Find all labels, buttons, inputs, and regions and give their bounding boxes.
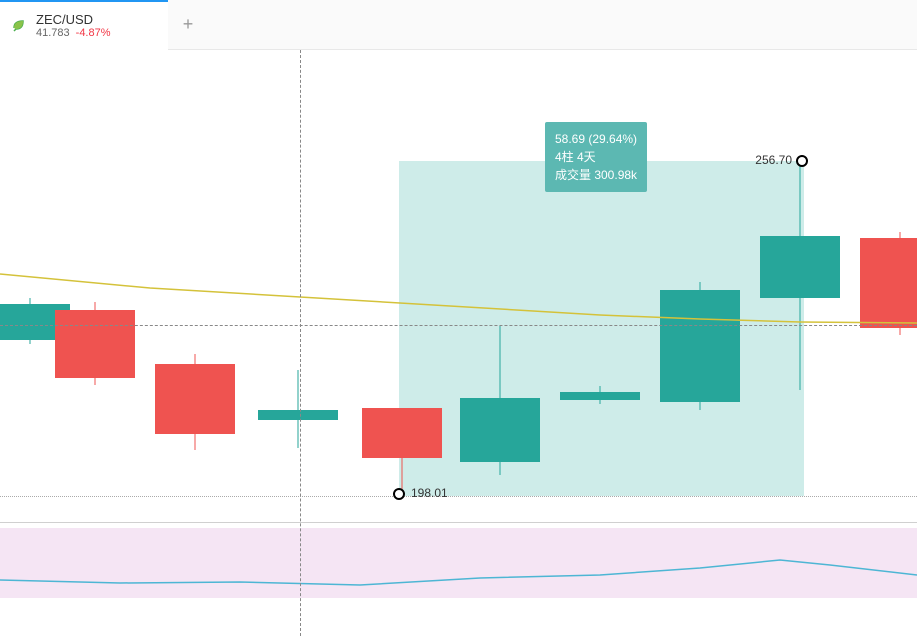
candle-body [55,310,135,378]
low-marker [393,488,405,500]
candle-body [155,364,235,434]
tooltip-line1: 58.69 (29.64%) [555,130,637,148]
candle-wick [298,370,299,448]
tooltip-line3: 成交量 300.98k [555,166,637,184]
add-tab-button[interactable]: + [168,0,208,50]
candle-body [560,392,640,400]
candle-body [760,236,840,298]
symbol-tab[interactable]: ZEC/USD 41.783 -4.87% [0,0,168,50]
tooltip-line2: 4柱 4天 [555,148,637,166]
oscillator-panel [0,528,917,598]
tab-price: 41.783 [36,27,70,39]
candle-body [460,398,540,462]
crosshair-horizontal [0,325,917,326]
tab-change: -4.87% [76,27,111,39]
low-label: 198.01 [411,486,448,500]
tab-symbol: ZEC/USD [36,12,111,27]
chart-area[interactable]: 58.69 (29.64%)4柱 4天成交量 300.98k 256.70 198.… [0,50,917,636]
reference-line [0,496,917,497]
leaf-icon [10,17,28,35]
tab-price-row: 41.783 -4.87% [36,27,111,39]
tab-content: ZEC/USD 41.783 -4.87% [36,12,111,39]
high-label: 256.70 [742,153,792,167]
candle-body [860,238,917,328]
crosshair-vertical [300,50,301,636]
candle-body [660,290,740,402]
chart-container: ZEC/USD 41.783 -4.87% + 58.69 (29.64%)4柱… [0,0,917,636]
tab-bar: ZEC/USD 41.783 -4.87% + [0,0,917,50]
measure-tooltip: 58.69 (29.64%)4柱 4天成交量 300.98k [545,122,647,192]
high-marker [796,155,808,167]
panel-divider [0,522,917,523]
candle-body [258,410,338,420]
candle-body [362,408,442,458]
